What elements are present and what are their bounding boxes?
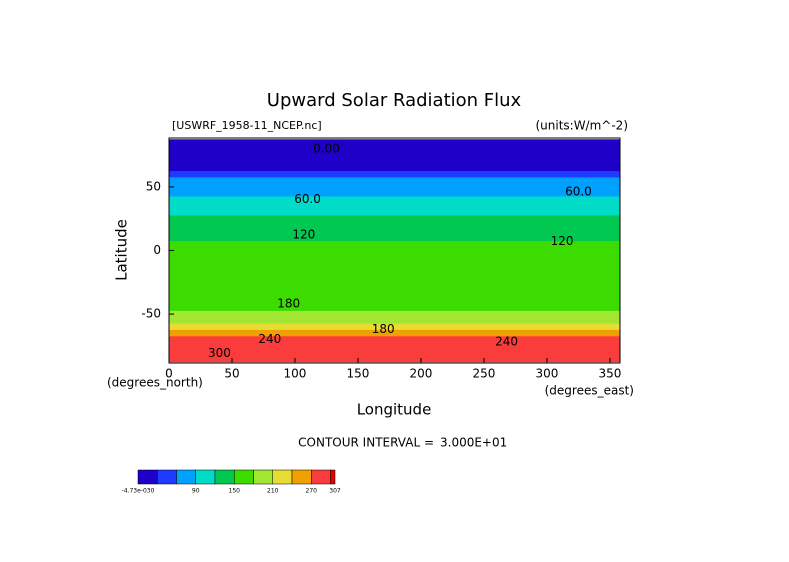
y-unit-label: (degrees_north) (107, 376, 203, 390)
field-band (169, 285, 620, 293)
colorbar-box (291, 469, 312, 485)
field-band (169, 139, 620, 147)
field-band (169, 221, 620, 229)
units-label: (units:W/m^-2) (535, 119, 628, 133)
colorbar-box (137, 469, 158, 485)
colorbar-label: 150 (229, 488, 241, 495)
contour-label: 180 (372, 322, 395, 336)
field-band (169, 317, 620, 325)
field-band (169, 228, 620, 236)
colorbar-label: 210 (267, 488, 279, 495)
y-tick-label: 0 (153, 243, 161, 257)
colorbar-box (311, 469, 331, 485)
colorbar-box (214, 469, 235, 485)
field-band (169, 151, 620, 159)
contour-label: 120 (292, 228, 315, 242)
field-band (169, 158, 620, 166)
x-tick-label: 200 (410, 367, 433, 381)
y-tick-label: -50 (141, 307, 161, 321)
contour-interval-label: CONTOUR INTERVAL = (298, 436, 434, 450)
field-band (169, 336, 620, 344)
field-band (169, 209, 620, 217)
field-band (169, 310, 620, 318)
contour-label: 240 (258, 332, 281, 346)
x-tick-label: 100 (284, 367, 307, 381)
colorbar-label: -4.73e-030 (122, 488, 155, 495)
y-axis-label: Latitude (113, 219, 131, 281)
colorbar-box (253, 469, 274, 485)
colorbar-box (234, 469, 254, 485)
colorbar-box (272, 469, 293, 485)
field-band (169, 215, 620, 223)
colorbar-box (157, 469, 177, 485)
colorbar-box (330, 469, 336, 485)
field (169, 139, 620, 363)
field-band (169, 196, 620, 204)
colorbar-label: 90 (192, 488, 200, 495)
x-tick-label: 150 (347, 367, 370, 381)
field-band (169, 355, 620, 363)
colorbar-label: 270 (306, 488, 318, 495)
x-axis-label: Longitude (357, 401, 432, 419)
y-tick-label: 50 (146, 179, 161, 193)
contour-label: 180 (277, 296, 300, 310)
contour-label: 60.0 (294, 192, 321, 206)
field-band (169, 342, 620, 350)
field-band (169, 349, 620, 356)
chart-title: Upward Solar Radiation Flux (267, 90, 522, 111)
field-band (169, 329, 620, 337)
contour-label: 60.0 (565, 185, 592, 199)
field-band (169, 253, 620, 261)
field-band (169, 291, 620, 299)
colorbar-box (195, 469, 216, 485)
colorbar-label: 307 (329, 488, 341, 495)
field-band (169, 177, 620, 185)
field-band (169, 298, 620, 306)
field-band (169, 183, 620, 191)
field-band (169, 279, 620, 286)
field-band (169, 145, 620, 153)
x-tick-label: 0 (165, 367, 173, 381)
field-band (169, 323, 620, 331)
field-band (169, 240, 620, 248)
source-label: [USWRF_1958-11_NCEP.nc] (172, 119, 322, 132)
x-tick-label: 50 (224, 367, 239, 381)
contour-interval-value: 3.000E+01 (440, 436, 507, 450)
contour-label: 300 (208, 346, 231, 360)
contour-label: 0.00 (313, 141, 340, 155)
field-band (169, 190, 620, 197)
contour-label: 120 (551, 234, 574, 248)
colorbar-box (176, 469, 197, 485)
field-band (169, 304, 620, 312)
field-band (169, 266, 620, 274)
field-band (169, 171, 620, 178)
x-unit-label: (degrees_east) (545, 384, 634, 398)
x-tick-label: 350 (598, 367, 621, 381)
x-tick-label: 300 (535, 367, 558, 381)
field-band (169, 234, 620, 242)
field-band (169, 202, 620, 210)
x-tick-label: 250 (472, 367, 495, 381)
contour-label: 240 (495, 335, 518, 349)
field-band (169, 260, 620, 267)
field-band (169, 164, 620, 172)
field-band (169, 272, 620, 280)
field-band (169, 247, 620, 255)
